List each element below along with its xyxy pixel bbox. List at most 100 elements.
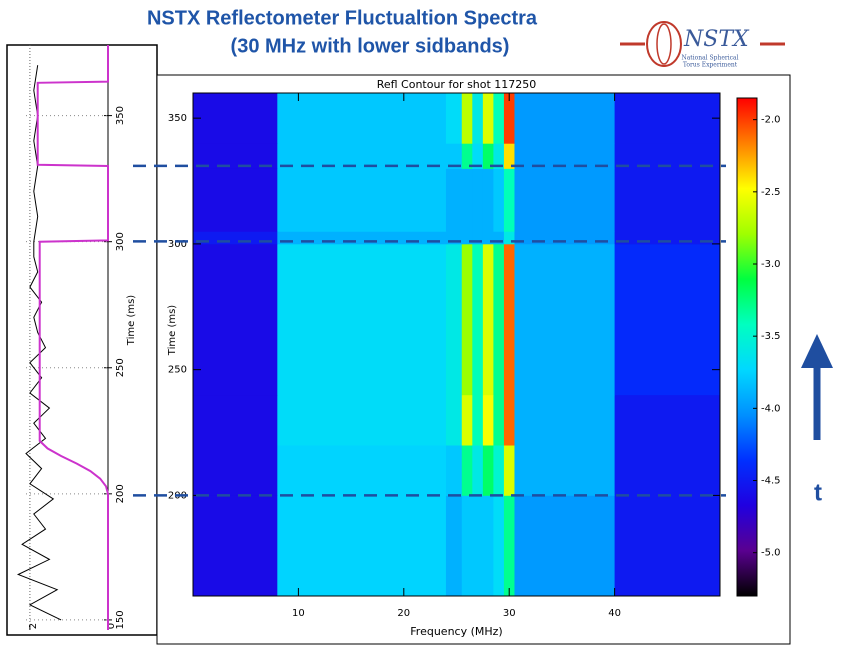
heat-cell: [493, 445, 505, 496]
logo-ring: [656, 23, 672, 65]
heat-cell: [493, 231, 505, 245]
colorbar-tick-label: -5.0: [761, 548, 781, 559]
y-tick-label: 250: [115, 358, 126, 377]
x-tick-label: 20: [397, 608, 410, 619]
heat-cell: [472, 231, 484, 245]
logo-ring: [646, 21, 682, 67]
colorbar-tick-label: -4.0: [761, 403, 781, 414]
heat-cell: [277, 445, 447, 496]
x-tick-label: 40: [608, 608, 621, 619]
chart-title: Refl Contour for shot 117250: [377, 78, 537, 91]
heat-cell: [461, 243, 473, 396]
x-tick-label: 0: [106, 623, 117, 629]
y-tick-label: 300: [115, 232, 126, 251]
logo-text: National Spherical: [681, 55, 738, 62]
heat-cell: [193, 445, 278, 496]
heat-cell: [482, 495, 494, 597]
heat-cell: [503, 231, 515, 245]
heat-cell: [614, 93, 721, 144]
y-axis-label: Time (ms): [167, 305, 178, 357]
heat-cell: [193, 168, 278, 232]
heat-cell: [445, 445, 463, 496]
y-tick-label: 350: [115, 106, 126, 125]
y-tick-label: 200: [115, 484, 126, 503]
heat-cell: [493, 93, 505, 144]
heat-cell: [472, 445, 484, 496]
left-panel: [6, 44, 158, 636]
x-tick-label: 30: [503, 608, 516, 619]
heat-cell: [461, 495, 473, 597]
heat-cell: [482, 445, 494, 496]
series-line: [16, 65, 62, 621]
heat-cell: [472, 168, 484, 232]
y-axis-label: Time (ms): [126, 295, 137, 347]
heat-cell: [472, 394, 484, 446]
heat-cell: [193, 243, 278, 396]
heat-cell: [193, 394, 278, 446]
heat-cell: [503, 143, 515, 169]
colorbar-tick-label: -3.0: [761, 259, 781, 270]
heat-cell: [514, 143, 615, 169]
y-tick-label: 250: [168, 365, 187, 376]
heat-cell: [193, 143, 278, 169]
x-axis-label: Frequency (MHz): [410, 625, 502, 638]
heat-cell: [193, 231, 278, 245]
heat-cell: [614, 243, 721, 396]
heat-cell: [493, 495, 505, 597]
colorbar-tick-label: -4.5: [761, 476, 781, 487]
y-tick-label: 150: [115, 610, 126, 629]
heat-cell: [445, 168, 463, 232]
colorbar-tick-label: -3.5: [761, 331, 781, 342]
heat-cell: [503, 243, 515, 396]
heat-cell: [461, 445, 473, 496]
logo-name: NSTX: [683, 27, 750, 52]
heat-cell: [445, 495, 463, 597]
heat-cell: [461, 168, 473, 232]
colorbar-tick-label: -2.5: [761, 187, 781, 198]
heat-cell: [493, 143, 505, 169]
heat-cell: [493, 168, 505, 232]
heat-cell: [503, 495, 515, 597]
heat-cell: [193, 93, 278, 144]
heat-cell: [277, 143, 447, 169]
heat-cell: [472, 243, 484, 396]
y-tick-label: 300: [168, 239, 187, 250]
heat-cell: [445, 93, 463, 144]
y-tick-label: 350: [168, 113, 187, 124]
x-tick-label: 10: [292, 608, 305, 619]
heat-cell: [614, 394, 721, 446]
heat-cell: [614, 143, 721, 169]
arrow-label: t: [814, 479, 822, 506]
heat-cell: [277, 231, 447, 245]
heat-cell: [503, 93, 515, 144]
series-line: [36, 45, 109, 630]
heat-cell: [514, 394, 615, 446]
heat-cell: [514, 93, 615, 144]
heat-cell: [482, 231, 494, 245]
heat-cell: [503, 168, 515, 232]
colorbar: [736, 97, 758, 597]
logo-text: Torus Experiment: [683, 62, 738, 69]
heat-cell: [277, 394, 447, 446]
heat-cell: [503, 394, 515, 446]
heat-cell: [277, 243, 447, 396]
heat-cell: [514, 495, 615, 597]
slide-subtitle: (30 MHz with lower sidbands): [231, 35, 510, 57]
heat-cell: [277, 168, 447, 232]
heat-cell: [461, 394, 473, 446]
heat-cell: [482, 168, 494, 232]
arrow-head: [801, 334, 833, 368]
heat-cell: [482, 243, 494, 396]
heat-cell: [503, 445, 515, 496]
x-tick-label: 2: [28, 623, 39, 629]
heat-cell: [493, 243, 505, 396]
heat-cell: [482, 394, 494, 446]
heat-cell: [277, 93, 447, 144]
heat-cell: [482, 93, 494, 144]
heat-cell: [472, 495, 484, 597]
heat-cell: [514, 168, 615, 232]
heat-cell: [493, 394, 505, 446]
heat-cell: [614, 168, 721, 232]
heat-cell: [514, 445, 615, 496]
